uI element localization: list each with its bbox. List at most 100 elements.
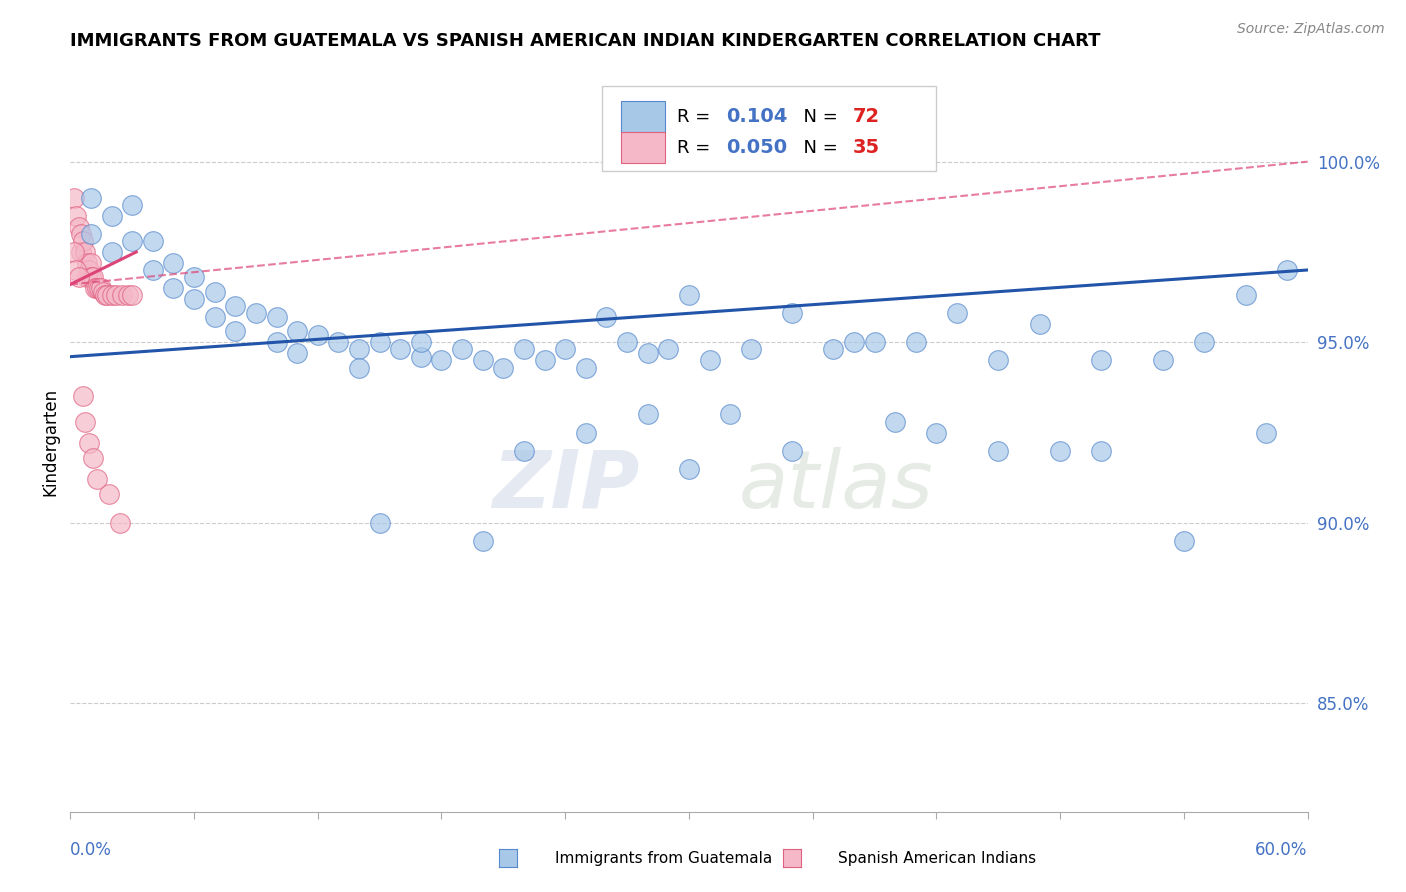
Point [451,343,474,357]
Point [328,335,350,350]
Text: Spanish American Indians: Spanish American Indians [838,851,1036,865]
Point [73,244,96,259]
Point [285,346,308,360]
Text: 35: 35 [852,138,879,157]
Point [884,415,907,429]
Point [554,343,576,357]
Point [347,343,370,357]
Point [595,310,617,324]
Text: 0.104: 0.104 [725,107,787,126]
Text: 72: 72 [852,107,879,126]
Point [121,234,143,248]
Point [904,335,927,350]
Text: 0.0%: 0.0% [70,840,112,859]
Point [307,328,329,343]
Point [1152,353,1174,368]
Point [162,256,184,270]
Point [1256,425,1278,440]
Point [863,335,886,350]
Text: IMMIGRANTS FROM GUATEMALA VS SPANISH AMERICAN INDIAN KINDERGARTEN CORRELATION CH: IMMIGRANTS FROM GUATEMALA VS SPANISH AME… [70,32,1101,50]
Point [1049,443,1071,458]
Point [117,288,139,302]
Point [121,198,143,212]
Point [98,487,121,501]
Point [72,389,94,403]
Point [616,335,638,350]
Point [925,425,948,440]
Point [86,473,108,487]
Point [657,343,679,357]
Point [678,288,700,302]
Point [347,360,370,375]
FancyBboxPatch shape [621,132,665,163]
Point [183,270,205,285]
Point [575,360,598,375]
Point [67,270,90,285]
Point [100,244,122,259]
Text: R =: R = [676,138,716,157]
Point [699,353,721,368]
Point [575,425,598,440]
Point [104,288,127,302]
Point [63,191,86,205]
Text: N =: N = [792,108,844,126]
Point [82,450,104,465]
Point [471,353,494,368]
Text: N =: N = [792,138,844,157]
Text: R =: R = [676,108,716,126]
Point [100,209,122,223]
FancyBboxPatch shape [621,101,665,132]
Point [409,335,432,350]
Point [368,335,391,350]
Point [121,288,143,302]
Point [740,343,762,357]
Point [84,281,107,295]
FancyBboxPatch shape [602,87,936,171]
Point [108,516,131,530]
Point [513,343,536,357]
Point [1275,263,1298,277]
Point [1028,317,1050,331]
Point [266,310,288,324]
Point [1173,533,1195,548]
Point [76,256,98,270]
Point [204,285,226,299]
Point [65,209,87,223]
Point [90,281,112,295]
Point [80,270,103,285]
Point [82,270,104,285]
Point [987,443,1010,458]
Point [389,343,412,357]
Point [245,306,267,320]
Point [513,443,536,458]
Point [1090,353,1112,368]
Point [69,244,91,259]
Point [471,533,494,548]
Point [987,353,1010,368]
Point [142,234,165,248]
Point [80,256,103,270]
Point [224,325,246,339]
Point [183,292,205,306]
Point [780,306,803,320]
Point [76,270,98,285]
Point [842,335,865,350]
Point [77,436,100,450]
Point [69,227,91,241]
Point [780,443,803,458]
Text: 60.0%: 60.0% [1256,840,1308,859]
Point [430,353,453,368]
Point [266,335,288,350]
Point [63,244,86,259]
Point [533,353,555,368]
Point [409,350,432,364]
Point [946,306,969,320]
Point [823,343,845,357]
Point [77,263,100,277]
Point [637,408,659,422]
Point [111,288,134,302]
Text: 0.050: 0.050 [725,138,787,157]
Point [1090,443,1112,458]
Point [1234,288,1257,302]
Point [204,310,226,324]
